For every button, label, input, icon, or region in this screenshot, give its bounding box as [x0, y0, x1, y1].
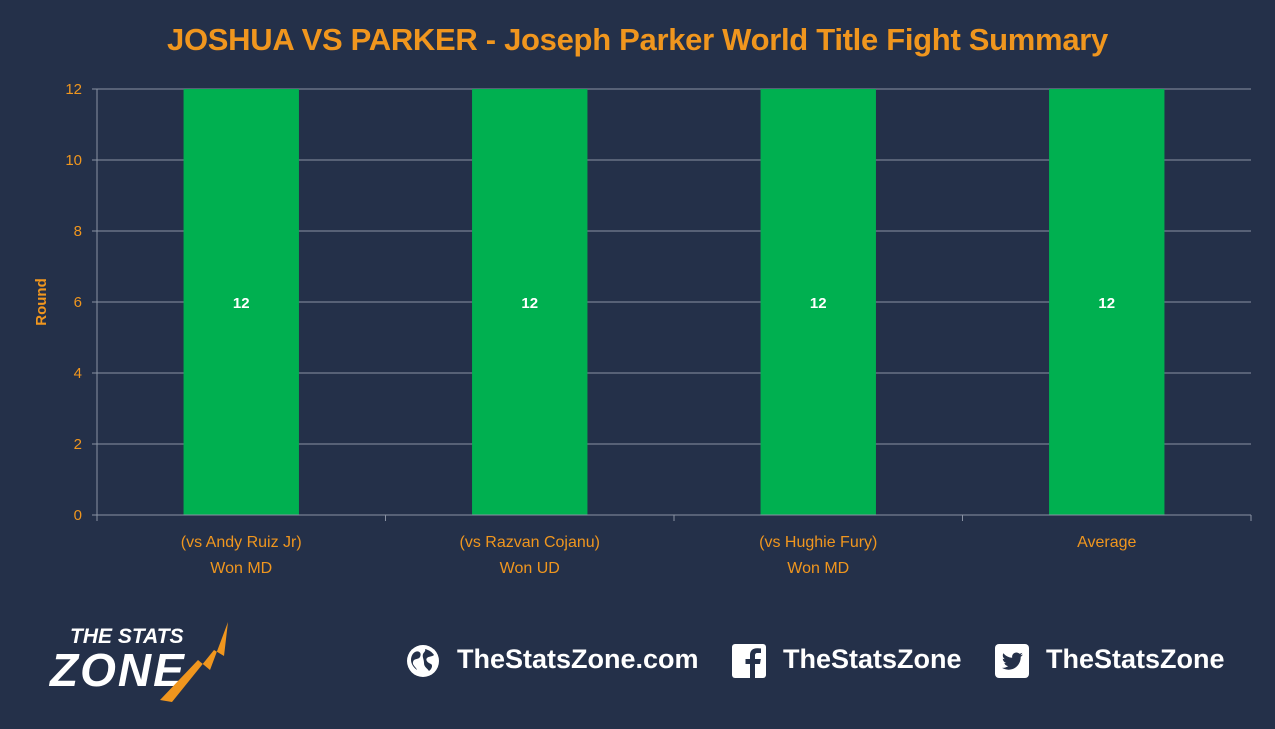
bar [1049, 89, 1165, 515]
chart-title: JOSHUA VS PARKER - Joseph Parker World T… [167, 22, 1108, 57]
y-tick-label: 4 [74, 365, 82, 382]
bar [183, 89, 299, 515]
logo-line1: THE STATS [70, 625, 184, 648]
bar [760, 89, 876, 515]
category-label: Won MD [787, 560, 849, 577]
y-axis-title: Round [33, 278, 50, 325]
category-label: Won MD [210, 560, 272, 577]
category-label: (vs Razvan Cojanu) [460, 534, 601, 551]
facebook-icon [732, 644, 766, 678]
the-stats-zone-logo: THE STATS ZONE [48, 622, 228, 702]
logo-bolt-icon [160, 622, 228, 702]
axes [92, 88, 1252, 521]
bars [183, 89, 1165, 515]
y-tick-label: 10 [65, 152, 82, 169]
facebook-link[interactable]: TheStatsZone [783, 644, 962, 674]
globe-icon [407, 645, 439, 677]
y-tick-label: 12 [65, 81, 82, 98]
category-label: (vs Andy Ruiz Jr) [181, 534, 302, 551]
data-label: 12 [1098, 295, 1115, 312]
category-label: Won UD [500, 560, 560, 577]
twitter-icon [995, 644, 1029, 678]
data-label: 12 [233, 295, 250, 312]
y-tick-label: 8 [74, 223, 82, 240]
website-link[interactable]: TheStatsZone.com [457, 644, 699, 674]
y-tick-label: 6 [74, 294, 82, 311]
y-tick-label: 2 [74, 436, 82, 453]
labels: 0 2 4 6 8 10 12 12 (vs Andy Ruiz Jr) Won MD 12 (vs … [65, 81, 1136, 577]
logo-line2: ZONE [48, 644, 186, 696]
data-label: 12 [810, 295, 827, 312]
twitter-link[interactable]: TheStatsZone [1046, 644, 1225, 674]
category-label: Average [1077, 534, 1136, 551]
bar-chart: 0 2 4 6 8 10 12 12 (vs Andy Ruiz Jr) Won MD 12 (vs … [33, 81, 1252, 577]
y-tick-label: 0 [74, 507, 82, 524]
bar [472, 89, 588, 515]
data-label: 12 [521, 295, 538, 312]
category-label: (vs Hughie Fury) [759, 534, 877, 551]
